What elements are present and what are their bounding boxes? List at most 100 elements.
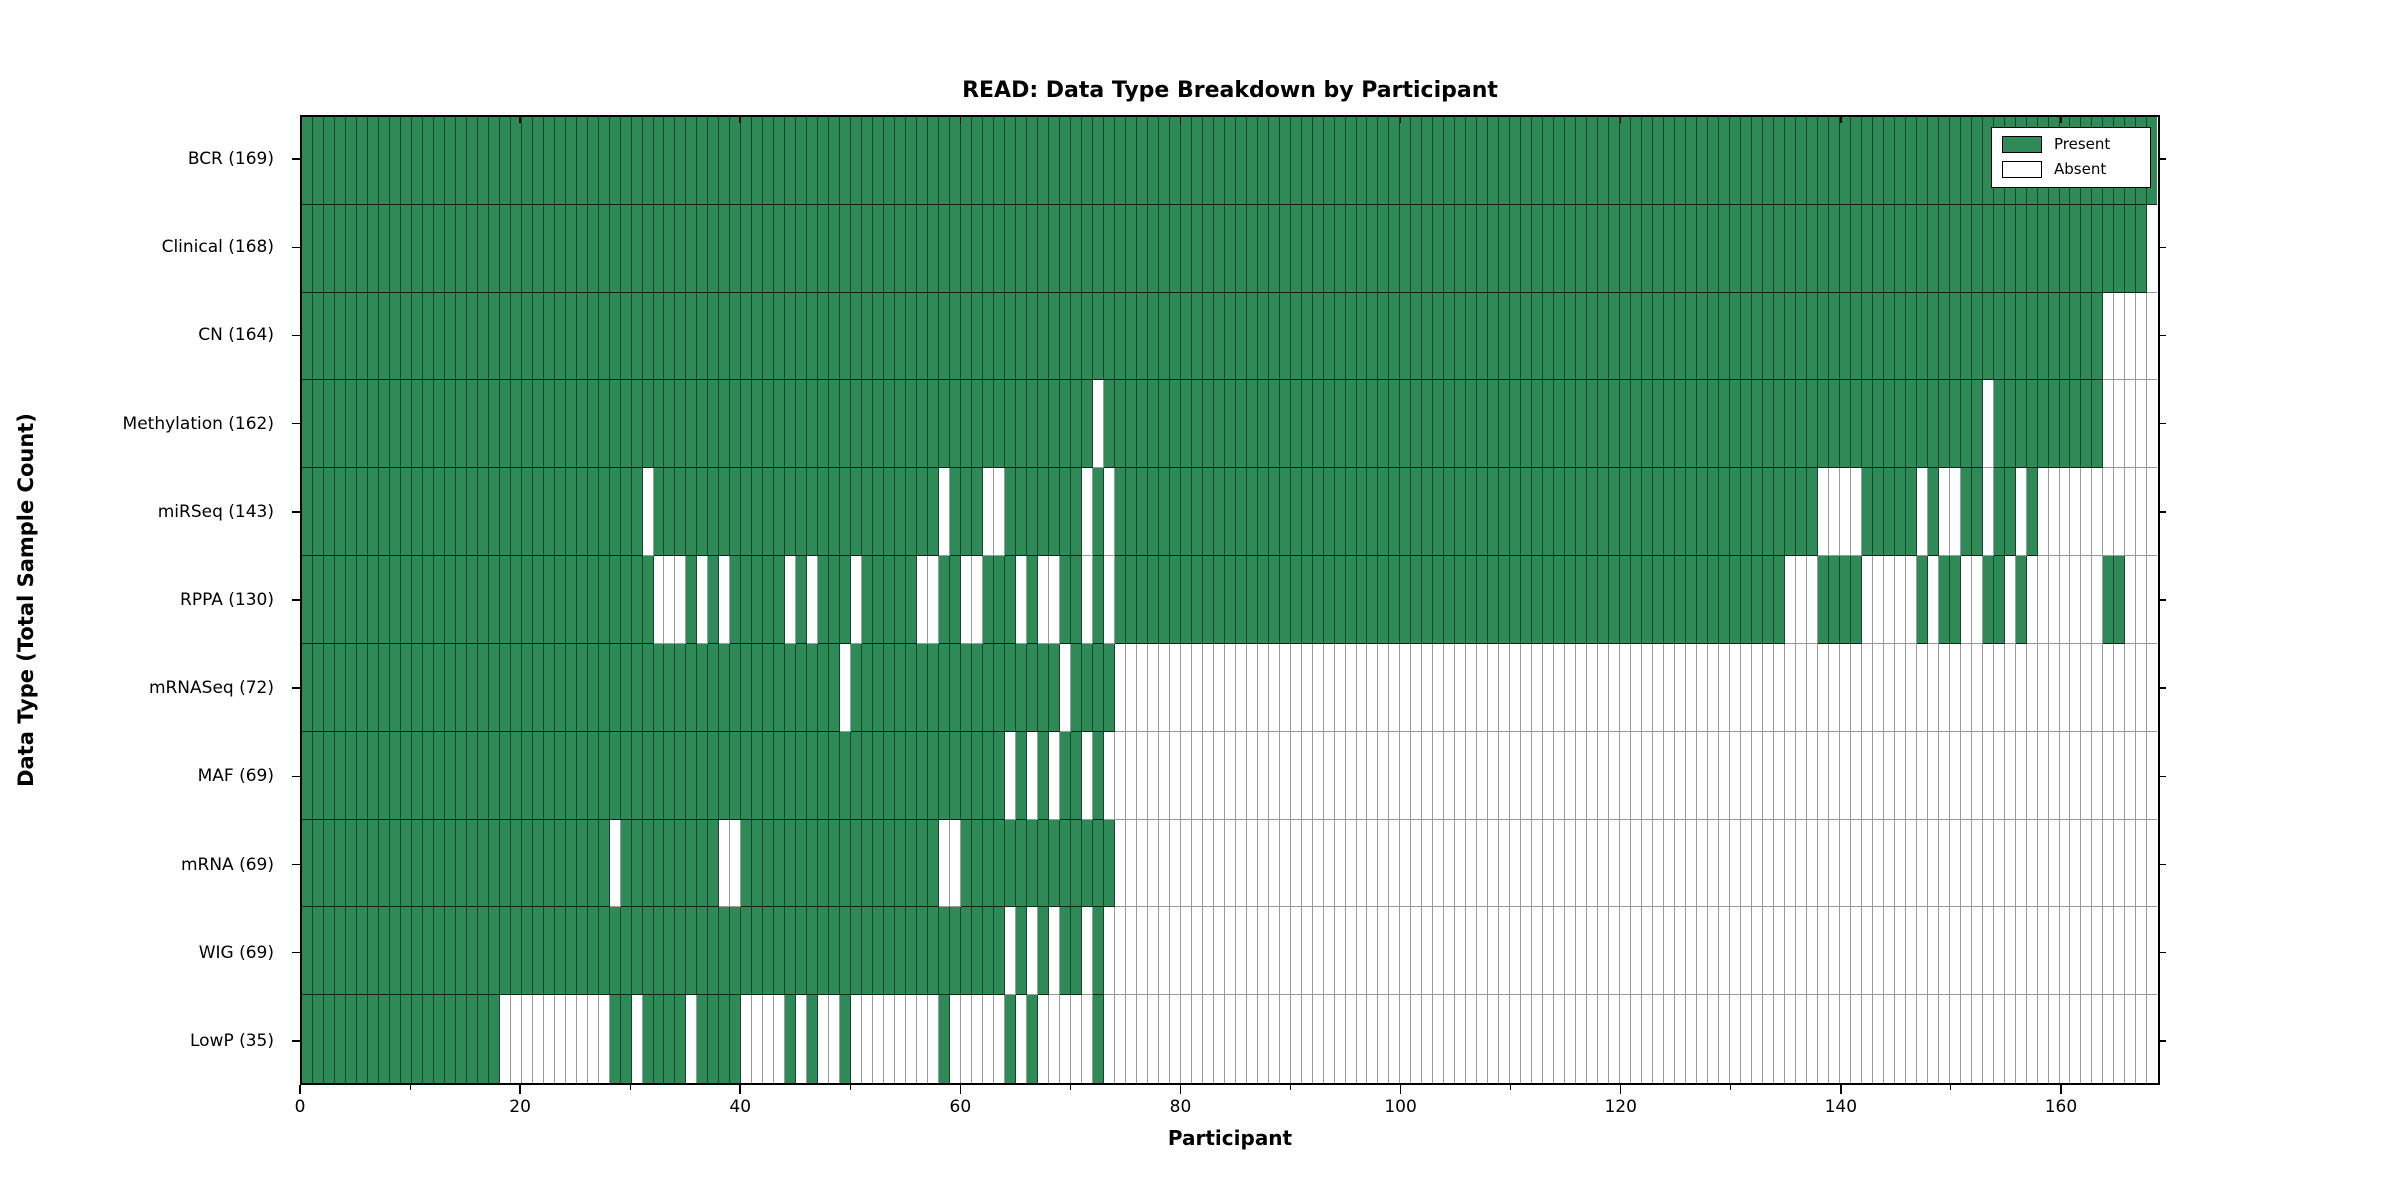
heatmap-cell xyxy=(1499,643,1511,732)
heatmap-cell xyxy=(1894,468,1906,557)
heatmap-cell xyxy=(1817,731,1829,820)
heatmap-cell xyxy=(1620,643,1632,732)
heatmap-cell xyxy=(1334,907,1346,996)
heatmap-cell xyxy=(1367,907,1379,996)
heatmap-cell xyxy=(1147,819,1159,908)
heatmap-cell xyxy=(598,731,610,820)
heatmap-cell xyxy=(312,995,324,1083)
heatmap-cell xyxy=(1751,204,1763,293)
heatmap-cell xyxy=(1565,907,1577,996)
heatmap-cell xyxy=(1180,643,1192,732)
heatmap-cell xyxy=(1048,995,1060,1083)
heatmap-cell xyxy=(1158,468,1170,557)
heatmap-cell xyxy=(851,204,863,293)
heatmap-cell xyxy=(1620,819,1632,908)
heatmap-cell xyxy=(1708,556,1719,644)
heatmap-cell xyxy=(1554,819,1566,908)
heatmap-cell xyxy=(543,907,555,996)
heatmap-cell xyxy=(2070,819,2082,908)
heatmap-cell xyxy=(2147,643,2158,732)
heatmap-cell xyxy=(1817,468,1829,557)
heatmap-cell xyxy=(1290,117,1302,205)
heatmap-cell xyxy=(2048,819,2060,908)
heatmap-cell xyxy=(708,995,720,1083)
heatmap-cell xyxy=(1488,556,1500,644)
heatmap-cell xyxy=(1740,643,1752,732)
heatmap-cell xyxy=(664,468,676,557)
heatmap-cell xyxy=(1026,731,1038,820)
heatmap-cell xyxy=(1598,468,1610,557)
heatmap-cell xyxy=(1609,556,1621,644)
heatmap-cell xyxy=(895,643,907,732)
heatmap-cell xyxy=(1005,995,1016,1083)
heatmap-cell xyxy=(1334,380,1346,469)
heatmap-cell xyxy=(1905,819,1917,908)
heatmap-cell xyxy=(1653,907,1665,996)
x-major-tick xyxy=(2060,1085,2062,1094)
heatmap-cell xyxy=(950,907,962,996)
heatmap-cell xyxy=(1422,907,1434,996)
heatmap-cell xyxy=(1817,643,1829,732)
heatmap-cell xyxy=(642,556,654,644)
heatmap-cell xyxy=(499,556,511,644)
heatmap-cell xyxy=(1334,556,1346,644)
heatmap-cell xyxy=(1015,204,1027,293)
heatmap-cell xyxy=(1114,117,1126,205)
heatmap-cell xyxy=(1817,907,1829,996)
heatmap-cell xyxy=(1246,643,1258,732)
heatmap-cell xyxy=(400,204,412,293)
heatmap-cell xyxy=(2114,819,2126,908)
heatmap-cell xyxy=(356,643,368,732)
heatmap-cell xyxy=(1378,643,1390,732)
heatmap-cell xyxy=(1235,643,1247,732)
heatmap-cell xyxy=(1213,995,1225,1083)
heatmap-cell xyxy=(2092,468,2104,557)
heatmap-cell xyxy=(1729,731,1741,820)
heatmap-cell xyxy=(1037,117,1049,205)
heatmap-cell xyxy=(697,292,709,381)
heatmap-cell xyxy=(774,643,786,732)
heatmap-cell xyxy=(2059,907,2071,996)
heatmap-cell xyxy=(1224,292,1236,381)
heatmap-cell xyxy=(840,907,852,996)
heatmap-cell xyxy=(1213,204,1225,293)
heatmap-cell xyxy=(1850,556,1862,644)
heatmap-cell xyxy=(1048,819,1060,908)
heatmap-cell xyxy=(807,292,819,381)
heatmap-cell xyxy=(1279,204,1291,293)
heatmap-cell xyxy=(642,117,654,205)
heatmap-cell xyxy=(664,117,676,205)
heatmap-cell xyxy=(1026,380,1038,469)
heatmap-cell xyxy=(631,292,643,381)
heatmap-cell xyxy=(1257,468,1269,557)
heatmap-cell xyxy=(1026,995,1038,1083)
heatmap-cell xyxy=(862,204,874,293)
heatmap-cell xyxy=(1257,556,1269,644)
heatmap-cell xyxy=(1664,468,1676,557)
heatmap-cell xyxy=(950,731,962,820)
heatmap-cell xyxy=(1433,380,1445,469)
heatmap-cell xyxy=(1488,907,1500,996)
heatmap-cell xyxy=(323,117,335,205)
heatmap-cell xyxy=(1070,468,1082,557)
heatmap-cell xyxy=(1400,468,1412,557)
heatmap-cell xyxy=(2103,556,2115,644)
heatmap-cell xyxy=(961,907,973,996)
x-tick-label-140: 140 xyxy=(1824,1097,1858,1117)
heatmap-cell xyxy=(532,117,544,205)
heatmap-cell xyxy=(862,292,874,381)
y-tick-BCR xyxy=(292,158,300,160)
heatmap-cell xyxy=(1795,556,1807,644)
heatmap-cell xyxy=(367,380,379,469)
heatmap-cell xyxy=(1455,117,1467,205)
heatmap-cell xyxy=(631,380,643,469)
heatmap-cell xyxy=(1477,468,1489,557)
heatmap-cell xyxy=(1894,731,1906,820)
heatmap-cell xyxy=(2125,468,2137,557)
heatmap-cell xyxy=(1993,819,2005,908)
heatmap-cell xyxy=(884,204,896,293)
x-top-tick xyxy=(959,117,962,123)
heatmap-cell xyxy=(708,556,720,644)
heatmap-cell xyxy=(1642,731,1654,820)
heatmap-cell xyxy=(1015,292,1027,381)
